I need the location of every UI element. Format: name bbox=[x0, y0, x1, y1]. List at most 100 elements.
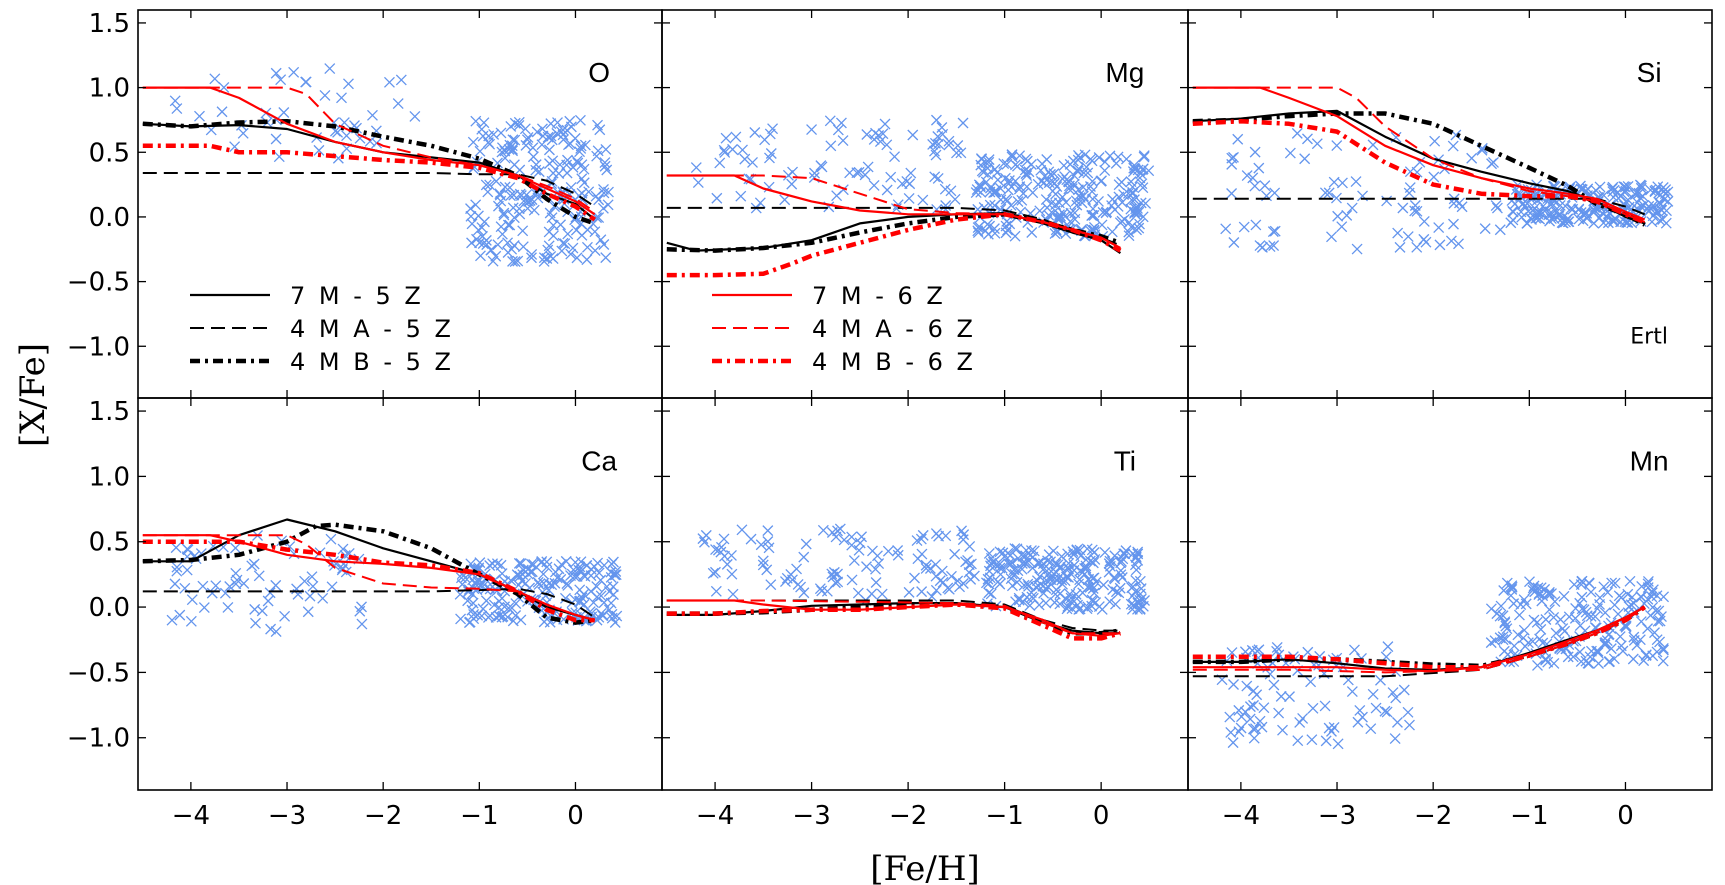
observation-point bbox=[730, 131, 742, 143]
observation-point bbox=[537, 568, 549, 580]
observation-point bbox=[473, 224, 484, 236]
observation-point bbox=[566, 568, 578, 580]
observation-point bbox=[528, 204, 540, 216]
observation-point bbox=[1040, 194, 1052, 206]
observation-point bbox=[1034, 205, 1046, 217]
observation-point bbox=[601, 164, 613, 176]
observation-point bbox=[1608, 184, 1620, 196]
observation-point bbox=[598, 183, 609, 195]
observation-point bbox=[250, 617, 261, 629]
observation-point bbox=[1349, 644, 1360, 656]
plot-area bbox=[666, 114, 1155, 278]
observation-point bbox=[1254, 715, 1266, 727]
observation-point bbox=[1056, 574, 1068, 586]
observation-point bbox=[1479, 223, 1491, 235]
observation-point bbox=[1106, 226, 1118, 238]
observation-point bbox=[265, 623, 277, 635]
legend-label: 4 M B - 6 Z bbox=[812, 348, 976, 376]
observation-point bbox=[581, 241, 593, 253]
observation-point bbox=[1131, 224, 1142, 236]
observation-point bbox=[1647, 601, 1659, 613]
observation-point bbox=[1516, 198, 1528, 210]
observation-point bbox=[1574, 646, 1586, 658]
observation-point bbox=[526, 194, 538, 206]
observation-point bbox=[870, 577, 882, 588]
observation-point bbox=[721, 558, 733, 570]
observation-point bbox=[830, 531, 842, 543]
observation-point bbox=[1001, 158, 1013, 170]
observation-point bbox=[851, 167, 863, 179]
observation-point bbox=[1602, 586, 1614, 598]
observation-point bbox=[1109, 550, 1121, 562]
observation-point bbox=[1136, 178, 1148, 190]
observation-point bbox=[809, 167, 820, 179]
observation-point bbox=[1548, 199, 1559, 211]
observation-point bbox=[384, 76, 395, 88]
observation-point bbox=[325, 533, 337, 545]
observation-point bbox=[1599, 639, 1611, 651]
observation-point bbox=[1126, 590, 1138, 602]
observation-point bbox=[174, 609, 186, 621]
observation-point bbox=[1323, 187, 1335, 199]
observation-point bbox=[1628, 597, 1640, 609]
observation-point bbox=[1332, 738, 1344, 750]
observation-point bbox=[745, 533, 757, 545]
observation-point bbox=[1107, 584, 1119, 596]
observation-point bbox=[527, 142, 539, 154]
observation-point bbox=[1558, 590, 1570, 602]
observation-point bbox=[982, 162, 994, 174]
observation-point bbox=[1023, 166, 1035, 178]
observation-point bbox=[515, 558, 527, 570]
observation-point bbox=[996, 562, 1008, 574]
observation-point bbox=[1498, 645, 1510, 657]
observation-point bbox=[468, 613, 480, 625]
series-4-m-a---5-z bbox=[142, 587, 596, 619]
observation-point bbox=[1654, 615, 1666, 627]
observation-point bbox=[1043, 166, 1055, 178]
observation-point bbox=[787, 166, 799, 178]
observation-point bbox=[1574, 620, 1586, 632]
observation-point bbox=[904, 178, 916, 190]
observation-point bbox=[1026, 227, 1038, 238]
observation-point bbox=[1516, 211, 1528, 223]
observation-point bbox=[1392, 227, 1404, 239]
observation-point bbox=[1609, 577, 1621, 589]
observation-point bbox=[889, 151, 901, 163]
observation-point bbox=[492, 157, 503, 169]
observation-point bbox=[476, 610, 488, 622]
observation-point bbox=[885, 171, 897, 183]
y-axis-title: [X/Fe] bbox=[13, 343, 53, 447]
observation-point bbox=[591, 614, 603, 626]
observation-point bbox=[1226, 647, 1238, 658]
observation-point bbox=[1081, 161, 1092, 173]
observation-point bbox=[1398, 684, 1410, 696]
observation-point bbox=[209, 73, 221, 85]
observation-point bbox=[511, 569, 523, 581]
observation-point bbox=[509, 256, 521, 268]
observation-point bbox=[1049, 228, 1061, 239]
observation-point bbox=[848, 555, 860, 567]
observation-point bbox=[737, 144, 748, 156]
series-4-m-a---6-z bbox=[666, 599, 1121, 635]
observation-point bbox=[538, 577, 550, 589]
series-4-m-b---6-z bbox=[142, 143, 596, 222]
observation-point bbox=[1074, 191, 1086, 203]
observation-point bbox=[1306, 734, 1318, 746]
x-tick-label: 0 bbox=[567, 801, 584, 831]
observation-point bbox=[515, 190, 527, 201]
observation-point bbox=[1271, 645, 1283, 657]
observation-point bbox=[1047, 176, 1059, 188]
observation-point bbox=[954, 581, 966, 593]
observation-point bbox=[1600, 636, 1612, 648]
observation-point bbox=[522, 131, 534, 143]
observation-point bbox=[1071, 199, 1083, 211]
observation-point bbox=[940, 530, 952, 542]
observation-point bbox=[727, 143, 739, 155]
observation-point bbox=[1244, 713, 1256, 725]
observation-point bbox=[1323, 722, 1335, 734]
observation-point bbox=[602, 199, 614, 211]
observation-point bbox=[1594, 181, 1606, 193]
observation-point bbox=[530, 164, 542, 176]
observation-point bbox=[571, 252, 583, 264]
